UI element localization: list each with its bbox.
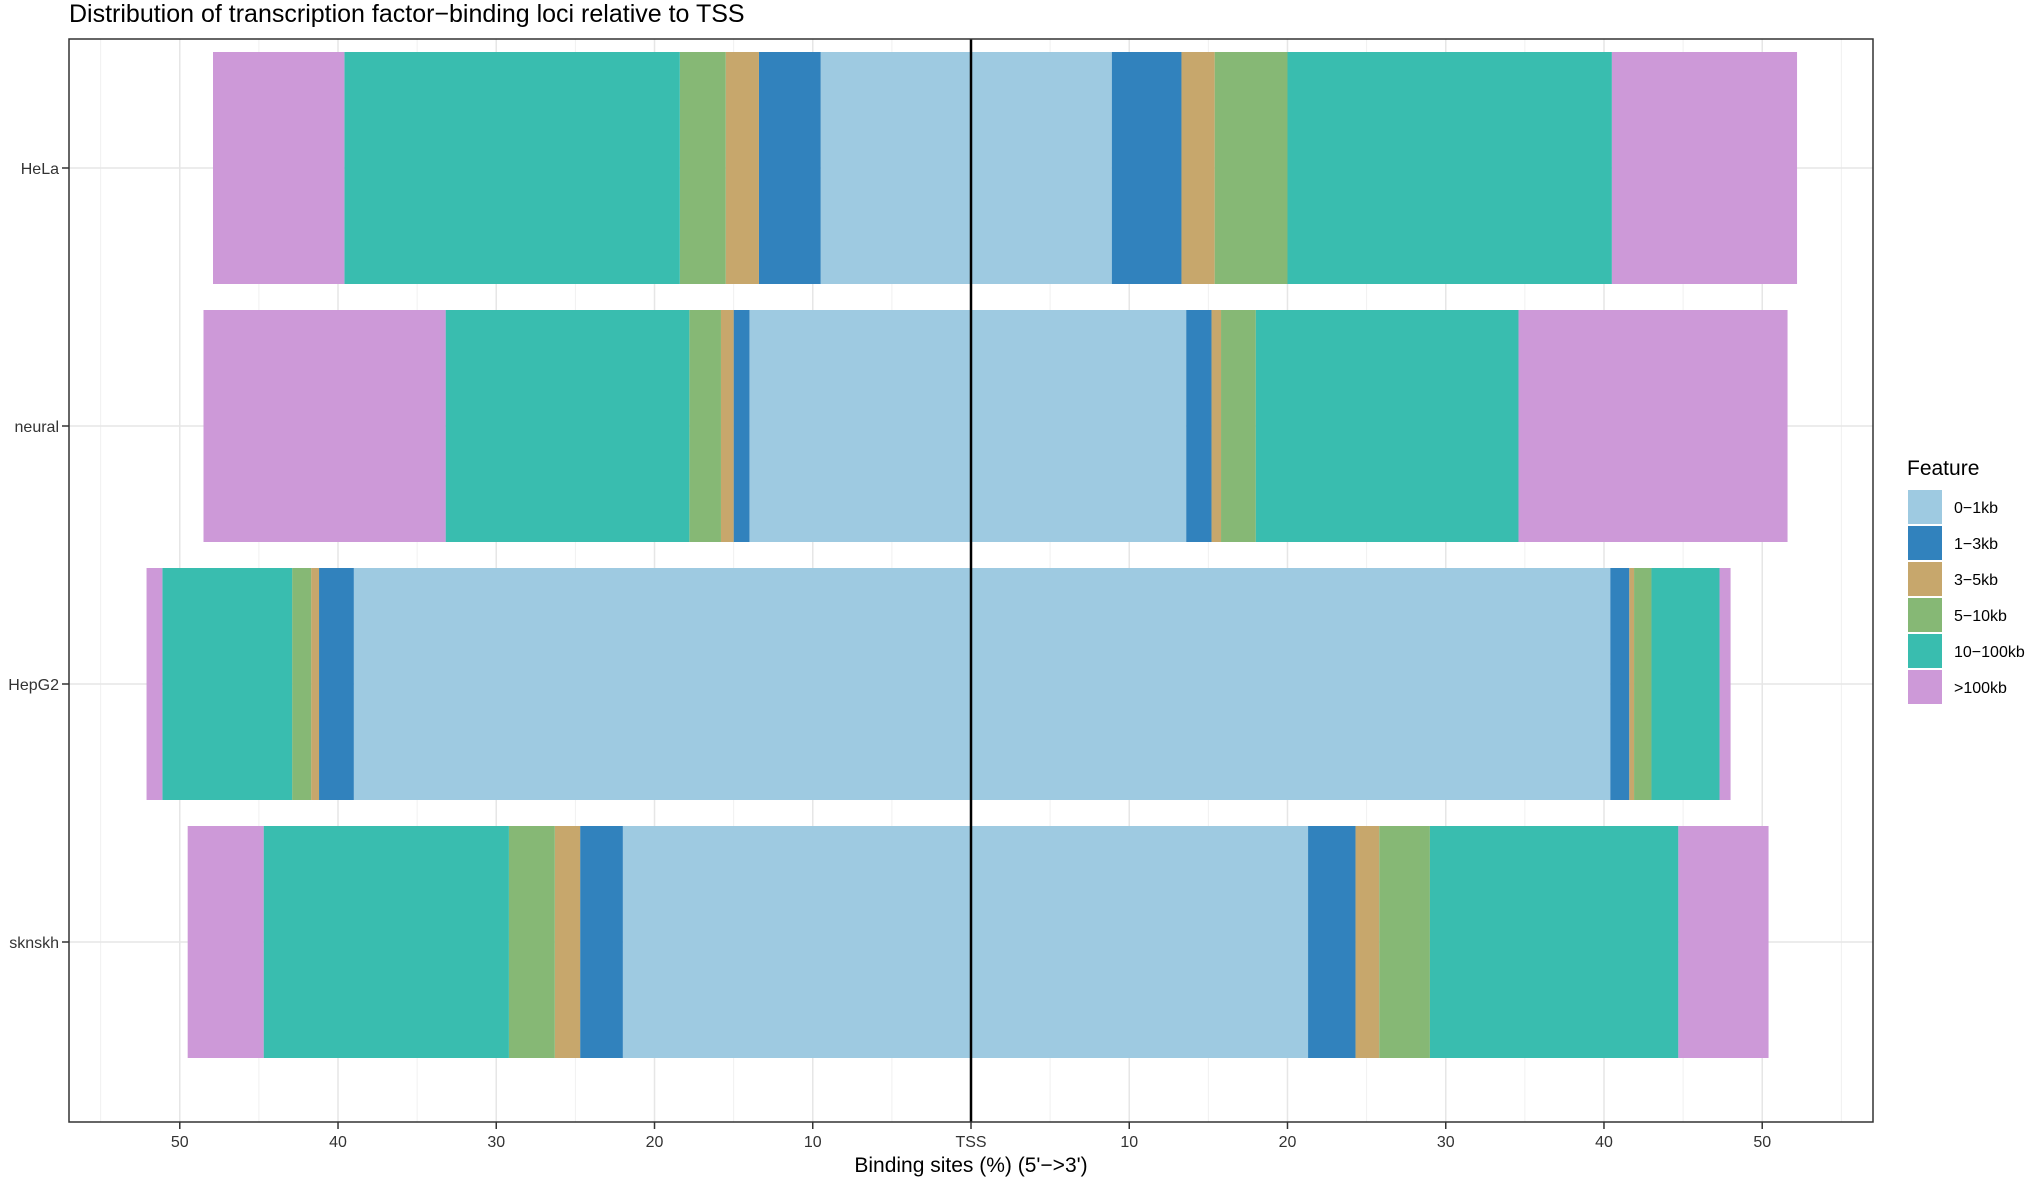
x-tick-label: TSS [955,1134,986,1151]
legend-swatch-0-1kb [1908,490,1942,524]
legend: Feature 0−1kb 1−3kb 3−5kb 5−10kb 10−100kb >10… [1907,457,2025,704]
bar-HeLa-downstream-3-5kb [1181,52,1215,284]
bar-neural-upstream-5-10kb [689,310,721,542]
x-tick-label: 40 [329,1134,347,1151]
bar-HepG2-upstream->100kb [146,568,163,800]
x-axis-label: Binding sites (%) (5'−>3') [854,1154,1087,1177]
bar-neural-downstream-1-3kb [1186,310,1212,542]
bar-HeLa-downstream-5-10kb [1214,52,1288,284]
bar-neural-upstream->100kb [203,310,446,542]
bar-HeLa-upstream-5-10kb [679,52,726,284]
bar-HepG2-downstream-5-10kb [1634,568,1652,800]
bar-sknskh-upstream->100kb [187,826,264,1058]
bar-neural-upstream-3-5kb [720,310,734,542]
bar-HepG2-upstream-5-10kb [292,568,312,800]
bar-HeLa-downstream-0-1kb [971,52,1112,284]
x-tick-label: 30 [1437,1134,1455,1151]
bar-HepG2-downstream->100kb [1719,568,1731,800]
bar-sknskh-downstream-1-3kb [1308,826,1356,1058]
x-tick-label: 10 [1120,1134,1138,1151]
legend-label-3-5kb: 3−5kb [1954,572,1998,589]
bar-sknskh-upstream-3-5kb [554,826,581,1058]
legend-label-5-10kb: 5−10kb [1954,608,2007,625]
x-tick-label: 50 [1753,1134,1771,1151]
bar-HeLa-downstream->100kb [1611,52,1798,284]
bar-HepG2-downstream-0-1kb [971,568,1611,800]
bar-HepG2-downstream-1-3kb [1610,568,1630,800]
y-axis: HeLa neural HepG2 sknskh [8,161,69,952]
legend-swatch-1-3kb [1908,526,1942,560]
bar-neural-downstream->100kb [1518,310,1788,542]
bar-HeLa-downstream-1-3kb [1111,52,1182,284]
legend-swatch-5-10kb [1908,598,1942,632]
bar-HepG2-upstream-3-5kb [311,568,320,800]
bar-sknskh-upstream-0-1kb [622,826,971,1058]
bar-neural-downstream-10-100kb [1255,310,1519,542]
y-tick-label-HeLa: HeLa [21,161,59,178]
x-tick-label: 20 [1279,1134,1297,1151]
bar-HeLa-downstream-10-100kb [1287,52,1612,284]
legend-label-10-100kb: 10−100kb [1954,644,2025,661]
x-tick-label: 50 [171,1134,189,1151]
x-axis: 50 40 30 20 10 TSS 10 20 30 40 50 [171,1122,1771,1151]
bar-sknskh-downstream-0-1kb [971,826,1309,1058]
bar-sknskh-upstream-1-3kb [580,826,623,1058]
x-tick-label: 40 [1595,1134,1613,1151]
bar-HeLa-upstream-1-3kb [758,52,821,284]
bar-neural-downstream-5-10kb [1221,310,1256,542]
legend-label-0-1kb: 0−1kb [1954,500,1998,517]
y-tick-label-HepG2: HepG2 [8,677,59,694]
bar-HepG2-downstream-10-100kb [1651,568,1720,800]
bar-HepG2-downstream-3-5kb [1629,568,1635,800]
bar-neural-upstream-0-1kb [749,310,971,542]
legend-label->100kb: >100kb [1954,680,2007,697]
x-tick-label: 10 [804,1134,822,1151]
bar-HepG2-upstream-1-3kb [319,568,354,800]
bar-neural-upstream-1-3kb [733,310,750,542]
bar-HeLa-upstream-3-5kb [725,52,759,284]
bar-neural-upstream-10-100kb [445,310,690,542]
bar-sknskh-downstream->100kb [1678,826,1769,1058]
bar-HepG2-upstream-10-100kb [162,568,293,800]
chart-title: Distribution of transcription factor−bin… [69,0,745,28]
legend-swatch-10-100kb [1908,634,1942,668]
legend-label-1-3kb: 1−3kb [1954,536,1998,553]
bar-sknskh-upstream-5-10kb [508,826,555,1058]
legend-swatch-3-5kb [1908,562,1942,596]
bar-neural-downstream-0-1kb [971,310,1187,542]
bar-sknskh-downstream-5-10kb [1379,826,1430,1058]
y-tick-label-neural: neural [15,419,59,436]
bar-HepG2-upstream-0-1kb [353,568,971,800]
legend-swatch->100kb [1908,670,1942,704]
bar-HeLa-upstream-10-100kb [344,52,680,284]
bar-HeLa-upstream-0-1kb [820,52,971,284]
bar-neural-downstream-3-5kb [1211,310,1222,542]
legend-title: Feature [1907,457,1979,480]
bar-sknskh-upstream-10-100kb [263,826,509,1058]
bar-layer [146,52,1798,1058]
x-tick-label: 30 [487,1134,505,1151]
bar-HeLa-upstream->100kb [213,52,345,284]
x-tick-label: 20 [646,1134,664,1151]
bar-sknskh-downstream-10-100kb [1429,826,1679,1058]
bar-sknskh-downstream-3-5kb [1355,826,1380,1058]
y-tick-label-sknskh: sknskh [9,935,59,952]
